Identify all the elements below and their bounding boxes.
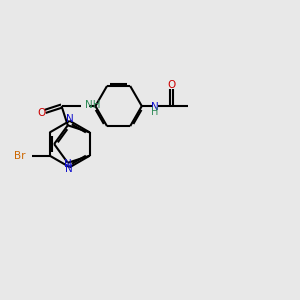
Text: H: H xyxy=(151,107,158,117)
Text: O: O xyxy=(38,107,46,118)
Text: Br: Br xyxy=(14,151,26,160)
Text: N: N xyxy=(151,102,158,112)
Text: N: N xyxy=(65,164,73,174)
Text: O: O xyxy=(167,80,175,90)
Text: N: N xyxy=(64,159,72,169)
Text: NH: NH xyxy=(85,100,101,110)
Text: N: N xyxy=(66,114,74,124)
